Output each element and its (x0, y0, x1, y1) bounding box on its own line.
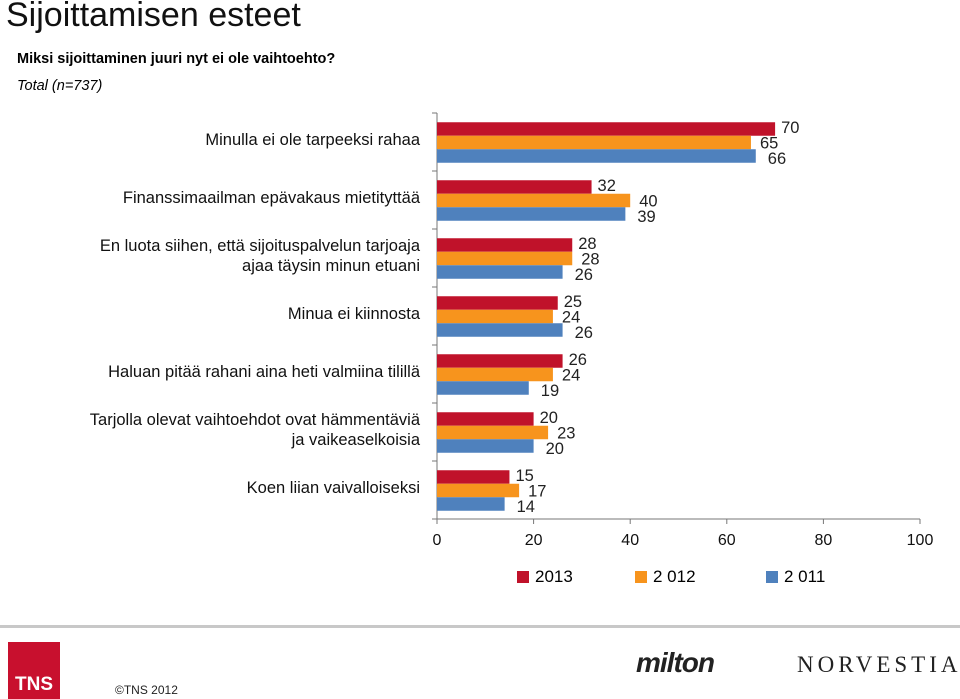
category-label: Finanssimaailman epävakaus mietityttää (0, 188, 420, 208)
legend-item: 2 011 (766, 567, 825, 587)
data-label: 40 (639, 193, 657, 211)
bar-2012-1 (437, 193, 631, 208)
data-label: 19 (541, 382, 559, 400)
data-label: 25 (564, 293, 582, 311)
data-label: 20 (540, 409, 558, 427)
data-label: 17 (528, 483, 546, 501)
data-label: 32 (598, 177, 616, 195)
bar-2013-3 (437, 296, 558, 310)
bar-2013-0 (437, 122, 776, 136)
data-label: 14 (517, 498, 535, 516)
data-label: 28 (581, 251, 599, 269)
category-label: Koen liian vaivalloiseksi (0, 478, 420, 498)
bar-2013-6 (437, 470, 510, 484)
legend-swatch (517, 571, 529, 583)
bar-2012-2 (437, 251, 573, 266)
footer-divider (0, 625, 960, 628)
category-label-line: ja vaikeaselkoisia (291, 431, 420, 449)
data-label: 26 (569, 351, 587, 369)
x-tick-label: 80 (815, 532, 833, 549)
x-tick-label: 20 (525, 532, 543, 549)
bar-2012-5 (437, 425, 549, 440)
bar-2011-0 (437, 149, 756, 163)
bar-2012-4 (437, 367, 553, 382)
x-tick-label: 60 (718, 532, 736, 549)
category-label: Tarjolla olevat vaihtoehdot ovat hämment… (0, 410, 420, 450)
bar-2011-6 (437, 497, 505, 511)
bar-2012-0 (437, 135, 751, 150)
category-label: En luota siihen, että sijoituspalvelun t… (0, 236, 420, 276)
data-label: 65 (760, 135, 778, 153)
bar-2011-5 (437, 439, 534, 453)
data-label: 20 (546, 440, 564, 458)
legend-label: 2 011 (784, 567, 826, 586)
data-label: 23 (557, 425, 575, 443)
bar-2011-1 (437, 207, 626, 221)
bar-2011-3 (437, 323, 563, 337)
page-title: Sijoittamisen esteet (6, 0, 301, 34)
x-tick-label: 100 (907, 532, 934, 549)
legend-item: 2013 (517, 567, 573, 587)
data-label: 26 (575, 324, 593, 342)
legend-label: 2013 (535, 567, 573, 586)
data-label: 15 (515, 467, 533, 485)
bar-2013-1 (437, 180, 592, 194)
chart-question: Miksi sijoittaminen juuri nyt ei ole vai… (17, 51, 336, 67)
category-label-line: Minua ei kiinnosta (287, 305, 420, 323)
bar-chart: 0 20 40 60 80 1007065663240392828262524262624… (432, 112, 934, 549)
data-label: 39 (637, 208, 655, 226)
x-tick-label: 40 (621, 532, 639, 549)
bar-2013-2 (437, 238, 573, 252)
category-label-line: Finanssimaailman epävakaus mietityttää (122, 189, 420, 207)
sample-size-note: Total (n=737) (17, 78, 103, 94)
legend-item: 2 012 (635, 567, 696, 587)
legend-swatch (635, 571, 647, 583)
tns-logo: TNS (8, 642, 60, 699)
legend-swatch (766, 571, 778, 583)
category-label-line: En luota siihen, että sijoituspalvelun t… (99, 237, 420, 255)
category-label-line: Koen liian vaivalloiseksi (246, 479, 420, 497)
category-label-line: ajaa täysin minun etuani (242, 257, 420, 275)
legend-label: 2 012 (653, 567, 696, 586)
category-label: Minulla ei ole tarpeeksi rahaa (0, 130, 420, 150)
bar-2013-5 (437, 412, 534, 426)
norvestia-logo: NORVESTIA (797, 652, 960, 677)
data-label: 70 (781, 119, 799, 137)
data-label: 28 (578, 235, 596, 253)
x-tick-label: 0 (433, 532, 442, 549)
bar-2012-3 (437, 309, 553, 324)
milton-logo: milton (636, 647, 715, 678)
bar-2013-4 (437, 354, 563, 368)
category-label: Minua ei kiinnosta (0, 304, 420, 324)
data-label: 26 (575, 266, 593, 284)
category-label-line: Tarjolla olevat vaihtoehdot ovat hämment… (89, 411, 420, 429)
data-label: 24 (562, 367, 580, 385)
data-label: 24 (562, 309, 580, 327)
data-label: 66 (768, 150, 786, 168)
category-label-line: Minulla ei ole tarpeeksi rahaa (205, 131, 420, 149)
copyright-text: ©TNS 2012 (115, 683, 178, 697)
bar-2011-2 (437, 265, 563, 279)
category-label-line: Haluan pitää rahani aina heti valmiina t… (108, 363, 420, 381)
bar-2011-4 (437, 381, 529, 395)
bar-2012-6 (437, 483, 520, 498)
category-label: Haluan pitää rahani aina heti valmiina t… (0, 362, 420, 382)
